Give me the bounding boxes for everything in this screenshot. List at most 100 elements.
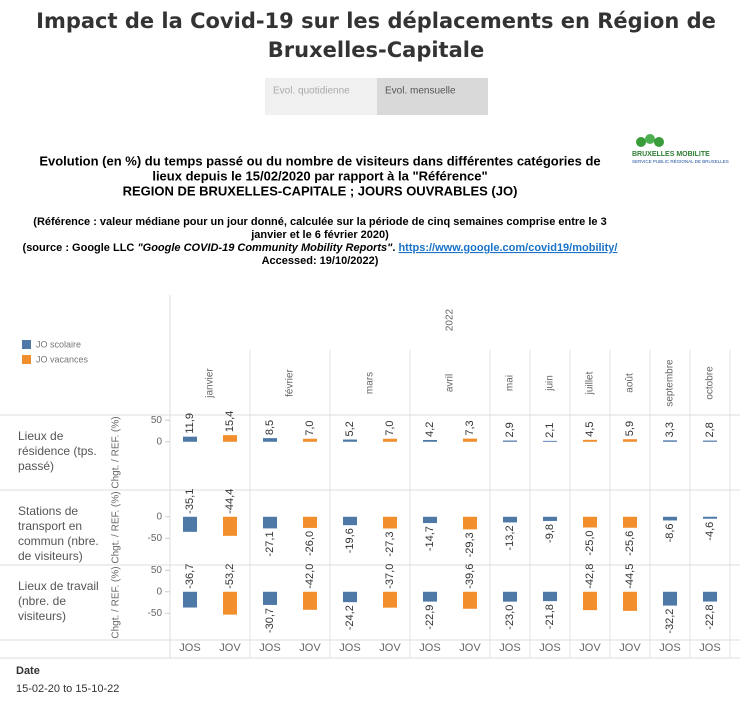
bar <box>263 591 277 605</box>
month-label: août <box>625 373 636 393</box>
value-label: -22,9 <box>424 605 436 630</box>
value-label: -8,6 <box>664 523 676 542</box>
tab-label[interactable]: Evol. quotidienne <box>273 86 350 97</box>
bar <box>343 439 357 442</box>
year: 2022 <box>445 308 456 331</box>
bar <box>543 516 557 521</box>
y-tick-label: 0 <box>156 586 162 597</box>
bar <box>183 436 197 442</box>
bar <box>183 591 197 608</box>
footer-value: 15-02-20 to 15-10-22 <box>16 683 119 695</box>
panel-label: de visiteurs) <box>18 549 83 563</box>
value-label: -29,3 <box>464 532 476 557</box>
x-tick-label: JOS <box>699 642 720 654</box>
value-label: -37,0 <box>384 564 396 589</box>
value-label: -9,8 <box>544 524 556 543</box>
tab[interactable] <box>265 78 377 115</box>
y-tick-label: -50 <box>148 608 163 619</box>
bar <box>503 516 517 523</box>
bar <box>623 516 637 528</box>
panel-label: visiteurs) <box>18 609 66 623</box>
x-tick-label: JOS <box>659 642 680 654</box>
reference: (Référence : valeur médiane pour un jour… <box>33 216 606 228</box>
tab-label[interactable]: Evol. mensuelle <box>385 86 456 97</box>
legend-swatch <box>22 340 31 349</box>
x-tick-label: JOV <box>459 642 481 654</box>
value-label: 5,2 <box>344 421 356 436</box>
bar <box>623 591 637 611</box>
bar <box>663 440 677 442</box>
bar <box>663 516 677 521</box>
month-label: mars <box>365 372 376 394</box>
bar <box>543 440 557 442</box>
panel-label: passé) <box>18 459 54 473</box>
x-tick-label: JOS <box>419 642 440 654</box>
bar <box>583 439 597 442</box>
value-label: 2,8 <box>704 422 716 437</box>
title: Impact de la Covid-19 sur les déplacemen… <box>36 9 716 33</box>
bar <box>703 516 717 519</box>
value-label: 7,3 <box>464 420 476 435</box>
bar <box>183 516 197 532</box>
bar <box>263 438 277 442</box>
y-axis-label: Chgt. / REF. (%) <box>111 566 122 638</box>
x-tick-label: JOS <box>539 642 560 654</box>
source-link[interactable]: https://www.google.com/covid19/mobility/ <box>398 242 617 254</box>
value-label: -24,2 <box>344 605 356 630</box>
tab-selected[interactable] <box>377 78 488 115</box>
month-label: juillet <box>585 371 596 395</box>
value-label: -14,7 <box>424 526 436 551</box>
value-label: -19,6 <box>344 528 356 553</box>
value-label: 4,2 <box>424 422 436 437</box>
value-label: -25,6 <box>624 531 636 556</box>
month-label: juin <box>545 375 556 392</box>
bar <box>703 591 717 602</box>
value-label: -32,2 <box>664 609 676 634</box>
value-label: -27,1 <box>264 531 276 556</box>
x-tick-label: JOV <box>299 642 321 654</box>
month-label: mai <box>505 375 516 391</box>
y-tick-label: 50 <box>151 415 163 426</box>
source: (source : Google LLC "Google COVID-19 Co… <box>23 242 618 254</box>
bar <box>463 438 477 442</box>
bar <box>463 591 477 609</box>
subtitle: REGION DE BRUXELLES-CAPITALE ; JOURS OUV… <box>123 183 518 198</box>
bar <box>623 439 637 442</box>
x-tick-label: JOS <box>179 642 200 654</box>
value-label: -25,0 <box>584 531 596 556</box>
month-label: octobre <box>705 366 716 400</box>
y-tick-label: 0 <box>156 511 162 522</box>
value-label: -39,6 <box>464 564 476 589</box>
value-label: -23,0 <box>504 605 516 630</box>
chart: JO scolaire JO vacances 2022 janvier février… <box>0 295 740 659</box>
panel-label: Lieux de travail <box>18 579 99 593</box>
footer-label: Date <box>16 665 40 677</box>
source-title: "Google COVID-19 Community Mobility Repo… <box>137 242 393 254</box>
panel-label: commun (nbre. <box>18 534 99 548</box>
x-tick-label: JOV <box>219 642 241 654</box>
bar <box>423 591 437 602</box>
bar <box>343 591 357 603</box>
value-label: 4,5 <box>584 422 596 437</box>
bar <box>383 438 397 442</box>
x-tick-label: JOV <box>379 642 401 654</box>
source-prefix: (source : Google LLC <box>23 242 138 254</box>
bar <box>583 591 597 611</box>
bar <box>303 516 317 528</box>
value-label: 5,9 <box>624 421 636 436</box>
value-label: -21,8 <box>544 604 556 629</box>
value-label: -44,5 <box>624 564 636 589</box>
legend-label: JO vacances <box>36 354 89 364</box>
logo-subtitle: SERVICE PUBLIC RÉGIONAL DE BRUXELLES <box>632 158 729 164</box>
bar <box>703 440 717 442</box>
bar <box>223 435 237 442</box>
legend-swatch <box>22 355 31 364</box>
panel-label: Stations de <box>18 504 78 518</box>
value-label: 8,5 <box>264 420 276 435</box>
bar <box>383 591 397 608</box>
source-sep: . <box>392 242 398 254</box>
bar <box>223 591 237 615</box>
value-label: -26,0 <box>304 531 316 556</box>
legend-label: JO scolaire <box>36 339 81 349</box>
